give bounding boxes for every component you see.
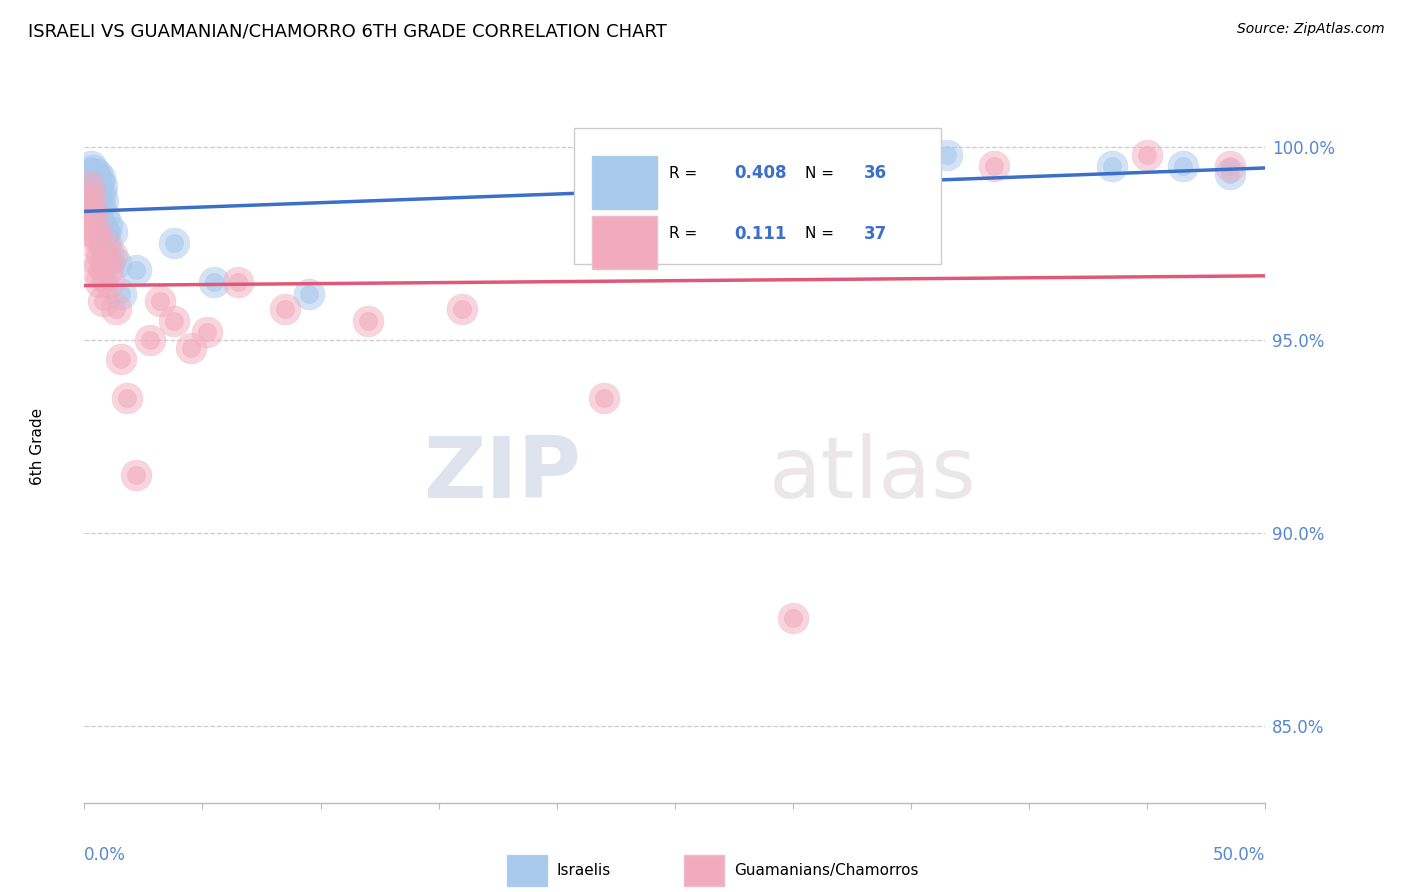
Point: [100, 248, 122, 262]
Text: R =: R =: [669, 166, 702, 181]
Point: [76, 186, 98, 201]
Point: [93, 236, 115, 251]
Text: N =: N =: [804, 166, 838, 181]
Text: 6th Grade: 6th Grade: [30, 408, 45, 484]
Text: 0.408: 0.408: [734, 164, 786, 182]
Point: [79, 167, 101, 181]
Point: [830, 167, 852, 181]
Point: [96, 217, 118, 231]
Point: [105, 256, 128, 270]
Point: [125, 467, 148, 482]
Text: Israelis: Israelis: [557, 863, 612, 878]
Point: [163, 313, 186, 327]
Point: [79, 205, 101, 219]
Point: [983, 159, 1005, 173]
Text: 0.111: 0.111: [734, 225, 786, 243]
Point: [77, 186, 100, 201]
FancyBboxPatch shape: [508, 855, 547, 887]
FancyBboxPatch shape: [575, 128, 941, 264]
Point: [89, 170, 111, 185]
Point: [82, 163, 104, 178]
Text: 0.0%: 0.0%: [84, 846, 127, 863]
Point: [80, 225, 103, 239]
Point: [125, 263, 148, 277]
Point: [115, 391, 138, 405]
Point: [274, 301, 297, 316]
Point: [87, 175, 110, 189]
FancyBboxPatch shape: [592, 216, 657, 269]
Point: [83, 167, 105, 181]
Point: [935, 148, 957, 162]
Point: [105, 301, 128, 316]
Point: [180, 341, 202, 355]
Point: [80, 170, 103, 185]
Point: [80, 159, 103, 173]
Point: [86, 178, 108, 193]
Point: [80, 194, 103, 208]
Point: [75, 198, 97, 212]
Point: [89, 275, 111, 289]
Point: [77, 178, 100, 193]
Point: [202, 275, 225, 289]
Point: [91, 178, 114, 193]
Point: [1171, 159, 1194, 173]
Text: Guamanians/Chamorros: Guamanians/Chamorros: [734, 863, 918, 878]
Point: [83, 236, 105, 251]
Text: atlas: atlas: [769, 433, 977, 516]
Text: ISRAELI VS GUAMANIAN/CHAMORRO 6TH GRADE CORRELATION CHART: ISRAELI VS GUAMANIAN/CHAMORRO 6TH GRADE …: [28, 22, 666, 40]
Point: [139, 333, 162, 347]
Point: [84, 170, 107, 185]
Text: Source: ZipAtlas.com: Source: ZipAtlas.com: [1237, 22, 1385, 37]
Point: [94, 256, 117, 270]
Point: [451, 301, 474, 316]
Point: [84, 182, 107, 196]
Point: [226, 275, 249, 289]
Point: [195, 325, 218, 339]
Point: [1219, 167, 1241, 181]
Point: [93, 210, 115, 224]
FancyBboxPatch shape: [685, 855, 724, 887]
Point: [1101, 159, 1123, 173]
Point: [298, 286, 321, 301]
Point: [82, 210, 104, 224]
Point: [86, 263, 108, 277]
Point: [89, 198, 111, 212]
Point: [593, 178, 616, 193]
Text: 36: 36: [863, 164, 887, 182]
Point: [100, 225, 122, 239]
FancyBboxPatch shape: [592, 155, 657, 209]
Point: [93, 225, 115, 239]
Point: [90, 248, 112, 262]
Text: R =: R =: [669, 227, 707, 241]
Point: [163, 236, 186, 251]
Point: [110, 286, 132, 301]
Point: [782, 610, 804, 624]
Point: [98, 275, 121, 289]
Point: [87, 256, 110, 270]
Point: [98, 248, 121, 262]
Point: [110, 352, 132, 367]
Point: [1219, 159, 1241, 173]
Text: 37: 37: [863, 225, 887, 243]
Point: [90, 186, 112, 201]
Point: [82, 175, 104, 189]
Point: [1136, 148, 1159, 162]
Text: 50.0%: 50.0%: [1213, 846, 1265, 863]
Point: [84, 225, 107, 239]
Point: [96, 263, 118, 277]
Point: [149, 294, 172, 309]
Point: [94, 236, 117, 251]
Point: [87, 190, 110, 204]
Text: ZIP: ZIP: [423, 433, 581, 516]
Text: N =: N =: [804, 227, 838, 241]
Point: [86, 167, 108, 181]
Point: [593, 391, 616, 405]
Point: [91, 194, 114, 208]
Point: [91, 294, 114, 309]
Point: [357, 313, 380, 327]
